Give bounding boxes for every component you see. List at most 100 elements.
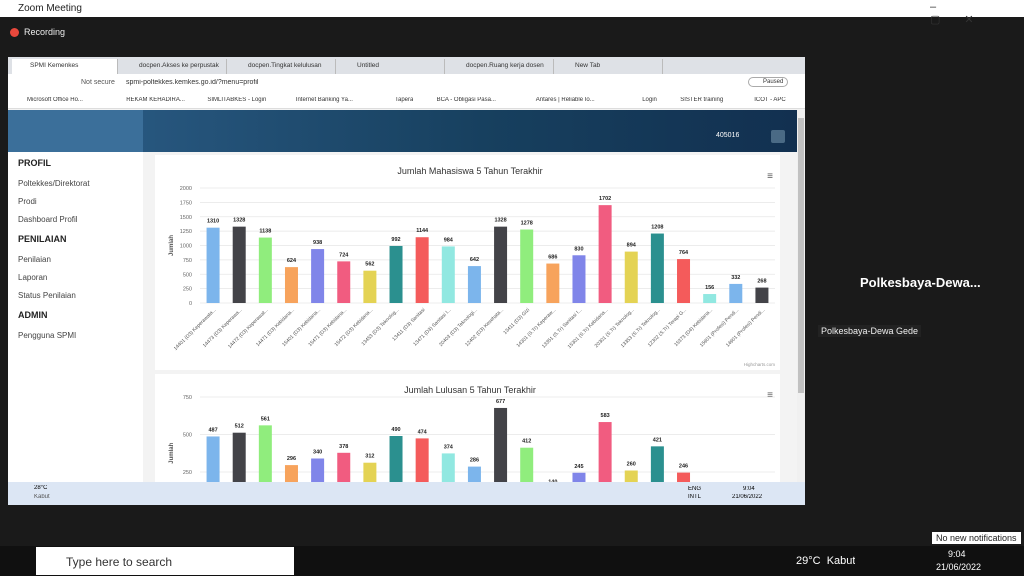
value-label: 724 (339, 252, 349, 258)
url[interactable]: spmi-poltekkes.kemkes.go.id/?menu=profil (126, 79, 259, 86)
value-label: 378 (339, 444, 348, 450)
lang: ENG (688, 486, 702, 492)
y-tick-label: 250 (183, 287, 192, 293)
bookmark[interactable]: SISTER training (680, 97, 724, 103)
value-label: 512 (235, 424, 244, 430)
tab[interactable]: New Tab (557, 59, 663, 74)
layout: INTL (688, 494, 702, 500)
bar (598, 422, 612, 482)
bar (363, 462, 377, 482)
sidebar: PROFIL Poltekkes/Direktorat Prodi Dashboard… (8, 152, 143, 482)
bar (677, 259, 691, 303)
bookmark[interactable]: ICOT - APC (754, 97, 786, 103)
value-label: 332 (731, 275, 740, 281)
chart-menu[interactable]: ≡ (767, 171, 773, 182)
tab[interactable]: docpen.Ruang kerja dosen (448, 59, 554, 74)
bookmark[interactable]: Login (642, 97, 657, 103)
value-label: 474 (418, 429, 428, 435)
bar (232, 226, 246, 303)
y-tick-label: 1250 (180, 229, 192, 235)
bar (520, 447, 534, 482)
bookmark[interactable]: REKAM KEHADIRA... (126, 97, 185, 103)
value-label: 992 (391, 237, 400, 243)
bar (494, 226, 508, 303)
y-tick-label: 500 (183, 272, 192, 278)
value-label: 312 (365, 454, 374, 460)
value-label: 156 (705, 285, 714, 291)
bookmark[interactable]: Internet Banking Ya... (295, 97, 353, 103)
bookmark[interactable]: BCA - Obligasi Pasa... (436, 97, 496, 103)
tab[interactable]: Untitled (339, 59, 445, 74)
inner-taskbar: 28°C Kabut ENG INTL 9:04 21/06/2022 (8, 482, 805, 505)
bar (677, 472, 691, 482)
value-label: 642 (470, 257, 479, 263)
clock-date: 21/06/2022 (732, 494, 763, 500)
sidebar-link[interactable]: Dashboard Profil (18, 215, 78, 224)
y-axis-title: Jumlah (169, 235, 175, 256)
sidebar-heading: PENILAIAN (18, 234, 67, 244)
y-tick-label: 750 (183, 258, 192, 264)
y-tick-label: 1750 (180, 200, 192, 206)
user-dropdown[interactable] (771, 130, 785, 143)
bar (755, 287, 769, 303)
y-tick-label: 1000 (180, 244, 192, 250)
tab[interactable]: SPMI Kemenkes (12, 59, 118, 74)
app-header: 405016 (8, 110, 797, 152)
sidebar-link[interactable]: Penilaian (18, 255, 51, 264)
clock-date: 21/06/2022 (936, 562, 982, 572)
bar (467, 266, 481, 303)
y-tick-label: 250 (183, 470, 192, 476)
window-controls[interactable]: –▢✕ (930, 1, 998, 26)
y-tick-label: 750 (183, 395, 192, 401)
value-label: 984 (444, 237, 454, 243)
bookmark[interactable]: URR Journal Fee (799, 97, 805, 103)
bar (206, 227, 220, 303)
tab[interactable]: docpen.Akses ke perpustak (121, 59, 227, 74)
chart-title: Jumlah Mahasiswa 5 Tahun Terakhir (397, 166, 542, 176)
bar (363, 270, 377, 303)
value-label: 561 (261, 416, 270, 422)
clock-time: 9:04 (743, 486, 755, 492)
value-label: 1144 (416, 228, 429, 234)
search-placeholder: Type here to search (66, 555, 173, 569)
bookmark[interactable]: Microsoft Office Ho... (27, 97, 83, 103)
bookmark[interactable]: SIMLITABKES - Login (207, 97, 267, 103)
recording-label: Recording (24, 27, 66, 37)
zoom-title: Zoom Meeting (18, 3, 82, 14)
value-label: 490 (391, 427, 400, 433)
value-label: 686 (548, 255, 557, 261)
value-label: 1702 (599, 196, 611, 202)
tab[interactable]: docpen.Tingkat kelulusan (230, 59, 336, 74)
sidebar-logo-area (8, 110, 143, 152)
bookmark[interactable]: Tapera (395, 97, 414, 103)
bar (206, 436, 220, 482)
chart-menu[interactable]: ≡ (767, 390, 773, 401)
value-label: 583 (601, 413, 610, 419)
bar (415, 438, 429, 482)
security-label: Not secure (81, 79, 115, 86)
sidebar-link[interactable]: Status Penilaian (18, 291, 76, 300)
search-box[interactable]: Type here to search (36, 547, 294, 575)
sidebar-heading: ADMIN (18, 310, 48, 320)
value-label: 1138 (259, 229, 271, 235)
sidebar-link[interactable]: Pengguna SPMI (18, 331, 77, 340)
value-label: 296 (287, 456, 296, 462)
value-label: 677 (496, 399, 505, 405)
bar (441, 453, 455, 482)
sidebar-link[interactable]: Prodi (18, 197, 37, 206)
value-label: 562 (365, 262, 374, 268)
profile-button[interactable]: Paused (748, 77, 789, 87)
weather: 29°C Kabut (796, 555, 856, 567)
sidebar-link[interactable]: Poltekkes/Direktorat (18, 179, 90, 188)
value-label: 340 (313, 450, 322, 456)
value-label: 246 (679, 464, 688, 470)
participant-name: Polkesbaya-Dewa... (860, 275, 981, 290)
bookmarks-bar: Microsoft Office Ho... REKAM KEHADIRA... S… (8, 93, 805, 109)
sidebar-link[interactable]: Laporan (18, 273, 48, 282)
value-label: 487 (208, 427, 217, 433)
scroll-thumb (798, 118, 804, 393)
value-label: 830 (574, 246, 583, 252)
bar (572, 255, 586, 303)
bookmark[interactable]: Antares | Reliable Io... (535, 97, 595, 103)
